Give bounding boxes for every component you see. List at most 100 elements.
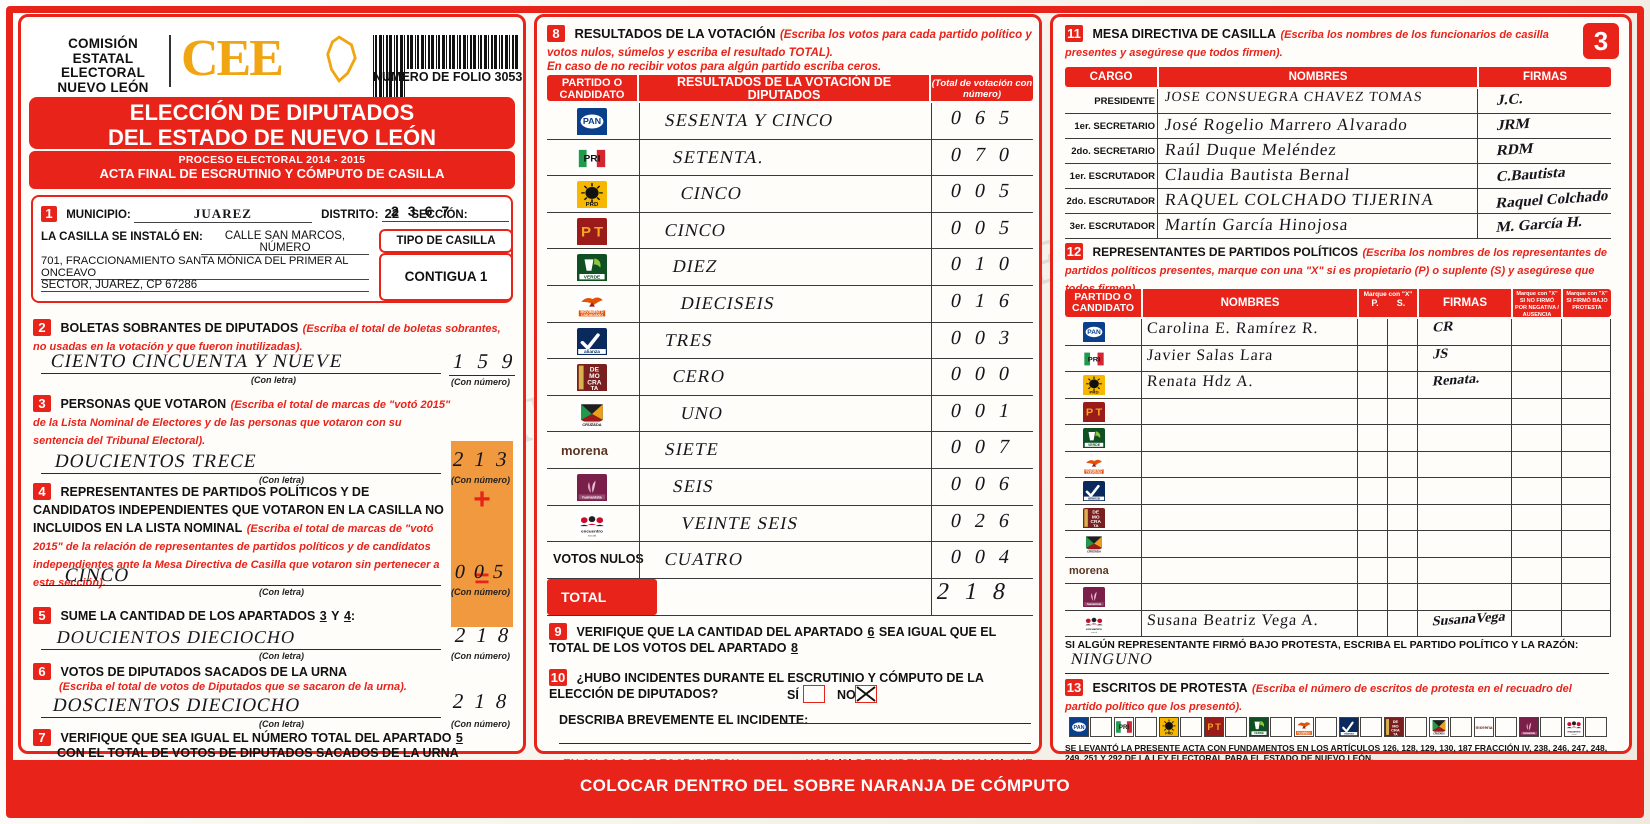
vote-numero[interactable]: 000: [948, 363, 1026, 386]
distrito-value[interactable]: 22: [381, 206, 403, 222]
officer-signature[interactable]: M. García H.: [1495, 214, 1584, 236]
section-3-value-numero[interactable]: 213: [450, 447, 520, 471]
protesta-rule: [1065, 673, 1609, 674]
vote-letra[interactable]: DIECISEIS: [679, 293, 778, 313]
describa-rule-2[interactable]: [559, 743, 1031, 744]
protest-count-field[interactable]: [1315, 717, 1337, 737]
protest-count-field[interactable]: [1225, 717, 1247, 737]
protest-count-field[interactable]: [1270, 717, 1292, 737]
vote-numero[interactable]: 016: [948, 290, 1026, 312]
officer-name[interactable]: JOSE CONSUEGRA CHAVEZ TOMAS: [1164, 90, 1424, 105]
representante-row: CRUZADA: [1065, 531, 1611, 558]
officer-name[interactable]: Martín García Hinojosa: [1164, 215, 1350, 234]
vote-letra[interactable]: TRES: [663, 329, 716, 350]
vote-letra[interactable]: CERO: [671, 366, 728, 387]
vote-letra[interactable]: SESENTA Y CINCO: [663, 110, 836, 130]
representative-signature[interactable]: CR: [1431, 319, 1455, 336]
describa-label: DESCRIBA BREVEMENTE EL INCIDENTE:: [559, 713, 809, 727]
section-6-title: VOTOS DE DIPUTADOS SACADOS DE LA URNA: [60, 665, 348, 679]
representative-name[interactable]: Renata Hdz A.: [1146, 373, 1255, 390]
section-5-value-numero[interactable]: 218: [452, 623, 522, 647]
svg-text:VERDE: VERDE: [1088, 443, 1101, 447]
checkbox-no[interactable]: [855, 685, 877, 703]
vote-numero[interactable]: 007: [948, 436, 1026, 459]
vote-letra[interactable]: VEINTE SEIS: [679, 512, 801, 533]
protest-count-field[interactable]: [1090, 717, 1112, 737]
seccion-rule: [389, 221, 509, 222]
total-value-numero[interactable]: 218: [934, 579, 1024, 605]
party-logo-encuentro: encuentro social: [1083, 613, 1105, 639]
party-logo-cruzada: CRUZADA: [1083, 534, 1105, 559]
representative-signature[interactable]: JS: [1431, 346, 1450, 362]
protest-count-field[interactable]: [1405, 717, 1427, 737]
vote-letra[interactable]: CINCO: [663, 219, 729, 240]
vote-letra[interactable]: DIEZ: [671, 256, 721, 277]
section-4-value-numero[interactable]: 005: [452, 561, 515, 583]
protesta-value[interactable]: NINGUNO: [1069, 651, 1155, 668]
section-2-value-numero[interactable]: 159: [450, 349, 529, 373]
section-5-value-letra[interactable]: DOUCIENTOS DIECIOCHO: [55, 627, 298, 647]
protest-count-field[interactable]: [1360, 717, 1382, 737]
vote-letra[interactable]: UNO: [679, 402, 726, 423]
address-line-2[interactable]: 701, FRACCIONAMIENTO SANTA MÓNICA DEL PR…: [41, 255, 369, 280]
vote-letra[interactable]: CUATRO: [663, 549, 746, 570]
officer-signature[interactable]: JRM: [1495, 115, 1532, 135]
officer-name[interactable]: RAQUEL COLCHADO TIJERINA: [1164, 190, 1436, 209]
table-row: DE MO CRA TA CERO 000: [547, 359, 1033, 396]
vote-letra[interactable]: SETENTA.: [671, 146, 767, 167]
officer-signature[interactable]: J.C.: [1495, 91, 1525, 109]
section-3-value-letra[interactable]: DOUCIENTOS TRECE: [53, 451, 259, 472]
party-logo-alianza: alianza: [1339, 717, 1359, 737]
vote-numero[interactable]: 005: [948, 216, 1026, 239]
vote-letra[interactable]: SIETE: [663, 439, 722, 460]
rep-vline-5: [1561, 319, 1563, 637]
officer-signature[interactable]: C.Bautista: [1495, 164, 1567, 186]
protest-count-field[interactable]: [1450, 717, 1472, 737]
section-6-value-numero[interactable]: 218: [450, 689, 520, 713]
nuevo-leon-state-icon: [326, 35, 357, 83]
section-4-value-letra[interactable]: CINCO: [63, 565, 132, 586]
section-6-value-letra[interactable]: DOSCIENTOS DIECIOCHO: [51, 695, 303, 716]
describa-rule-1[interactable]: [781, 723, 1031, 724]
protest-count-field[interactable]: [1585, 717, 1607, 737]
vote-numero[interactable]: 065: [948, 107, 1026, 129]
officer-name[interactable]: José Rogelio Marrero Alvarado: [1164, 115, 1409, 134]
checkbox-si[interactable]: [803, 685, 825, 703]
representative-name[interactable]: Javier Salas Lara: [1146, 346, 1275, 364]
vote-numero[interactable]: 001: [948, 399, 1026, 422]
vote-numero[interactable]: 006: [948, 473, 1026, 495]
representative-signature[interactable]: SusanaVega: [1431, 609, 1507, 629]
municipio-value[interactable]: JUAREZ: [133, 206, 312, 223]
officer-signature[interactable]: Raquel Colchado: [1494, 188, 1610, 212]
protest-count-field[interactable]: [1495, 717, 1517, 737]
svg-text:DE: DE: [1393, 719, 1399, 724]
vote-numero[interactable]: 026: [948, 509, 1026, 532]
vote-numero[interactable]: 005: [948, 180, 1026, 203]
representative-name[interactable]: Carolina E. Ramírez R.: [1146, 320, 1320, 337]
representative-name[interactable]: Susana Beatriz Vega A.: [1146, 611, 1320, 629]
vote-letra[interactable]: CINCO: [679, 183, 745, 204]
address-line-1[interactable]: CALLE SAN MARCOS, NÚMERO: [201, 230, 369, 255]
vote-numero[interactable]: 010: [948, 253, 1026, 276]
representante-row: VERDE: [1065, 425, 1611, 452]
officer-name[interactable]: Raúl Duque Meléndez: [1164, 140, 1339, 159]
protest-count-field[interactable]: [1540, 717, 1562, 737]
rep-vline-6: [1610, 319, 1612, 637]
vote-numero[interactable]: 003: [948, 326, 1026, 349]
officer-signature[interactable]: RDM: [1495, 140, 1535, 160]
votos-nulos-label: VOTOS NULOS: [553, 552, 644, 567]
section-2-value-letra[interactable]: CIENTO CINCUENTA Y NUEVE: [49, 351, 345, 372]
party-logo-cruzada: CRUZADA: [1429, 717, 1449, 737]
representative-signature[interactable]: Renata.: [1431, 371, 1482, 390]
tipo-casilla-value[interactable]: CONTIGUA 1: [379, 253, 513, 301]
protest-count-field[interactable]: [1180, 717, 1202, 737]
protest-count-field[interactable]: [1135, 717, 1157, 737]
vote-numero[interactable]: 070: [948, 143, 1026, 166]
vote-numero[interactable]: 004: [948, 546, 1026, 569]
svg-text:PRI: PRI: [1088, 355, 1100, 363]
address-line-3[interactable]: SECTOR, JUAREZ, CP 67286: [41, 279, 369, 292]
vote-letra[interactable]: SEIS: [671, 476, 717, 496]
officer-name[interactable]: Claudia Bautista Bernal: [1164, 165, 1352, 184]
section-12-number: 12: [1065, 243, 1083, 260]
seccion-digits[interactable]: 2367: [391, 203, 459, 219]
